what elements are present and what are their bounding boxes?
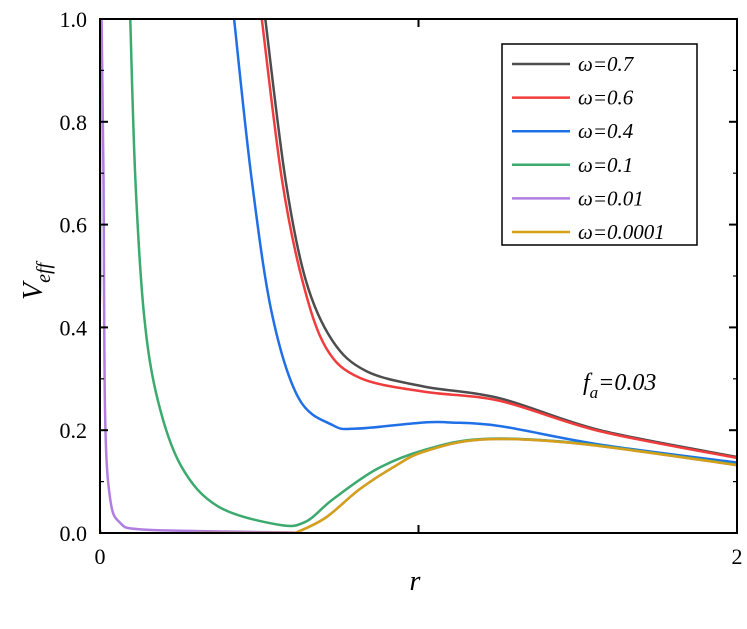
- legend-label: ω=0.1: [578, 153, 633, 177]
- legend-item: ω=0.7: [512, 52, 635, 76]
- legend-item: ω=0.4: [512, 119, 634, 143]
- y-tick-label: 0.4: [60, 315, 88, 340]
- x-axis-title: r: [410, 566, 421, 597]
- series-line-1: [260, 19, 737, 460]
- y-tick-label: 0.0: [60, 521, 88, 546]
- y-axis-title: Veff: [18, 260, 55, 300]
- ticks-layer: 0 2 0.0 0.2 0.4 0.6 0.8 1.0: [60, 7, 743, 569]
- series-line-5: [100, 19, 737, 533]
- legend-label: ω=0.01: [578, 186, 644, 210]
- legend-label: ω=0.0001: [578, 220, 665, 244]
- y-tick-label: 0.6: [60, 213, 88, 238]
- legend: ω=0.7 ω=0.6 ω=0.4 ω=0.1 ω=0.01 ω=0.0001: [501, 43, 698, 246]
- legend-box: [501, 43, 698, 246]
- annotation: fa=0.03: [583, 370, 656, 402]
- svg-text:Veff: Veff: [18, 260, 55, 300]
- legend-label: ω=0.4: [578, 119, 634, 143]
- y-tick-label: 0.8: [60, 110, 88, 135]
- legend-label: ω=0.7: [578, 52, 635, 76]
- legend-label: ω=0.6: [578, 86, 634, 110]
- y-tick-label: 0.2: [60, 418, 88, 443]
- legend-item: ω=0.01: [512, 186, 644, 210]
- y-tick-label: 1.0: [60, 7, 88, 32]
- x-tick-label: 2: [732, 544, 743, 569]
- legend-item: ω=0.6: [512, 86, 634, 110]
- x-tick-label: 0: [95, 544, 106, 569]
- series-line-2: [232, 19, 737, 464]
- legend-item: ω=0.1: [512, 153, 633, 177]
- legend-item: ω=0.0001: [512, 220, 665, 244]
